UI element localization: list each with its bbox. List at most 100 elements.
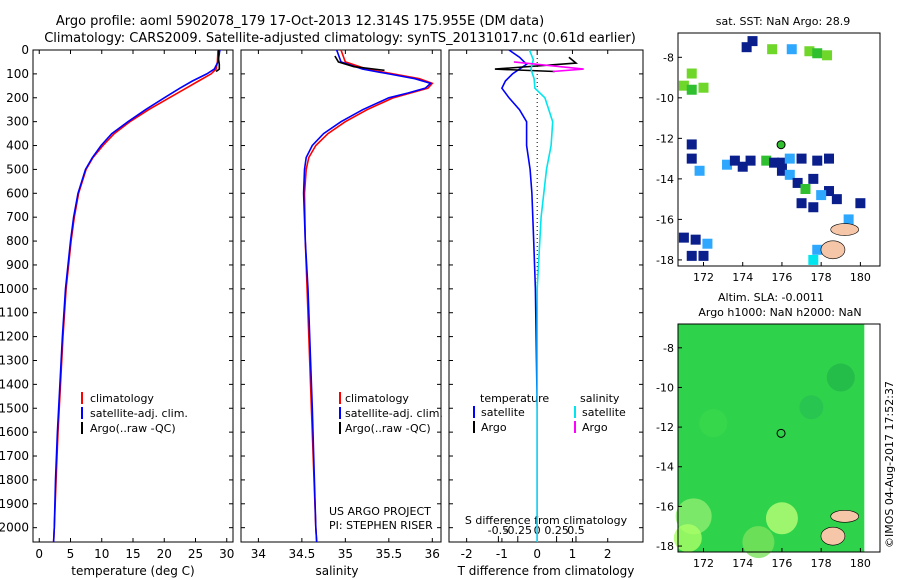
sst-cell bbox=[686, 68, 697, 79]
sla-map-title-line2: Argo h1000: NaN h2000: NaN bbox=[698, 306, 861, 319]
x2-tick-label: -0.25 bbox=[504, 524, 532, 537]
sst-cell bbox=[812, 155, 823, 166]
y-tick-label: 1100 bbox=[0, 306, 29, 320]
sla-patch bbox=[699, 409, 728, 438]
difference-legend: temperature salinity satellite Argo sate… bbox=[473, 392, 626, 434]
x-tick-label: 5 bbox=[67, 547, 75, 561]
x-tick-label: 174 bbox=[732, 557, 753, 570]
sst-cell bbox=[812, 244, 823, 255]
legend-label-t-argo: Argo bbox=[481, 421, 507, 434]
sst-cell bbox=[747, 36, 758, 47]
y-tick-label: 0 bbox=[21, 43, 29, 57]
sla-no-data bbox=[864, 324, 880, 552]
sst-cell bbox=[808, 202, 819, 213]
x-tick-label: 25 bbox=[188, 547, 203, 561]
y-tick-label: 2000 bbox=[0, 521, 29, 535]
sst-cell bbox=[690, 234, 701, 245]
sst-cell bbox=[686, 139, 697, 150]
y-tick-label: -14 bbox=[656, 173, 674, 186]
sst-cell bbox=[843, 214, 854, 225]
sst-cell bbox=[804, 46, 815, 57]
sla-map-frame bbox=[677, 323, 881, 553]
x-tick-label: 0 bbox=[533, 547, 541, 561]
x-tick-label: 34.5 bbox=[289, 547, 316, 561]
y-tick-label: -18 bbox=[656, 540, 674, 553]
y-tick-label: 300 bbox=[6, 115, 29, 129]
legend-label-s-argo: Argo bbox=[582, 421, 608, 434]
sst-cell bbox=[796, 198, 807, 209]
series-t-satellite bbox=[500, 49, 539, 542]
series-s-argo bbox=[513, 61, 584, 73]
x-tick-label: 15 bbox=[125, 547, 140, 561]
sst-cell bbox=[737, 161, 748, 172]
x-tick-label: 172 bbox=[693, 271, 714, 284]
sst-cell bbox=[784, 153, 795, 164]
y-tick-label: -18 bbox=[656, 254, 674, 267]
y-tick-label: 1300 bbox=[0, 353, 29, 367]
x-tick-label: 178 bbox=[811, 557, 832, 570]
legend-label-satellite: satellite-adj. clim. bbox=[345, 407, 443, 420]
legend-label-satellite: satellite-adj. clim. bbox=[90, 407, 188, 420]
sst-cell bbox=[698, 250, 709, 261]
y-tick-label: 500 bbox=[6, 162, 29, 176]
sst-cell bbox=[824, 153, 835, 164]
y-tick-label: -16 bbox=[656, 500, 674, 513]
profile-location-marker bbox=[776, 428, 786, 438]
legend-label-climatology: climatology bbox=[345, 392, 409, 405]
island-vanua-levu bbox=[830, 510, 859, 523]
sst-cell bbox=[808, 254, 819, 265]
sst-cell bbox=[702, 238, 713, 249]
y-tick-label: -12 bbox=[656, 132, 674, 145]
sst-cell bbox=[808, 173, 819, 184]
sla-patch bbox=[673, 524, 702, 553]
y-tick-label: 1000 bbox=[0, 282, 29, 296]
y-tick-label: 600 bbox=[6, 186, 29, 200]
sst-cell bbox=[796, 153, 807, 164]
y-tick-label: 1800 bbox=[0, 473, 29, 487]
y-tick-label: 800 bbox=[6, 234, 29, 248]
y-tick-label: 1900 bbox=[0, 497, 29, 511]
sst-map-title: sat. SST: NaN Argo: 28.9 bbox=[716, 15, 850, 28]
x-tick-label: 174 bbox=[732, 271, 753, 284]
salinity-xlabel: salinity bbox=[315, 564, 358, 578]
sst-cell bbox=[812, 48, 823, 59]
sst-cell bbox=[722, 159, 733, 170]
island-viti-levu bbox=[820, 240, 846, 260]
series-argo bbox=[334, 55, 385, 72]
sst-cell bbox=[776, 157, 787, 168]
y-tick-label: 900 bbox=[6, 258, 29, 272]
sst-cell bbox=[767, 44, 778, 55]
x2-tick-label: 0.25 bbox=[544, 524, 569, 537]
legend-label-t-satellite: satellite bbox=[481, 406, 525, 419]
temperature-panel: temperature (deg C) climatology satellit… bbox=[0, 43, 234, 578]
y-tick-label: 100 bbox=[6, 67, 29, 81]
sst-cell bbox=[694, 165, 705, 176]
legend-title-salinity: salinity bbox=[580, 392, 620, 405]
series-satellite bbox=[302, 49, 433, 543]
sla-patch bbox=[742, 526, 775, 559]
sla-patch bbox=[799, 395, 824, 420]
y-tick-label: 400 bbox=[6, 139, 29, 153]
annotation-pi: PI: STEPHEN RISER bbox=[329, 519, 433, 532]
footer-timestamp: ©IMOS 04-Aug-2017 17:52:37 bbox=[883, 381, 896, 548]
y-tick-label: -8 bbox=[663, 342, 674, 355]
x-tick-label: -1 bbox=[496, 547, 508, 561]
x-tick-label: 178 bbox=[811, 271, 832, 284]
sla-map-panel: Altim. SLA: -0.0011 Argo h1000: NaN h200… bbox=[656, 291, 881, 570]
temperature-xlabel: temperature (deg C) bbox=[71, 564, 194, 578]
island-vanua-levu bbox=[830, 223, 859, 236]
x-tick-label: 36 bbox=[425, 547, 440, 561]
legend-label-argo: Argo(..raw -QC) bbox=[90, 422, 176, 435]
sst-cell bbox=[800, 184, 811, 195]
sst-cell bbox=[776, 165, 787, 176]
x-tick-label: -2 bbox=[461, 547, 473, 561]
sst-cell bbox=[686, 84, 697, 95]
x-tick-label: 30 bbox=[219, 547, 234, 561]
island-viti-levu bbox=[820, 526, 846, 546]
series-argo bbox=[215, 50, 221, 73]
y-tick-label: -14 bbox=[656, 461, 674, 474]
series-satellite bbox=[52, 49, 221, 543]
sst-cell bbox=[686, 250, 697, 261]
y-tick-label: -10 bbox=[656, 381, 674, 394]
sla-patch bbox=[826, 363, 855, 392]
